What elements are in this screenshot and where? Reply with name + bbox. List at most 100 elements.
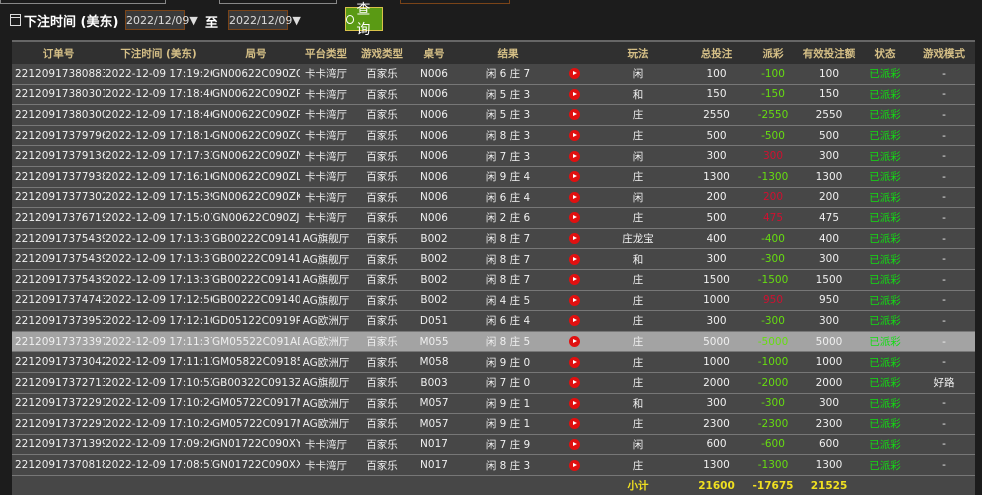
cell-platform: AG欧洲厅 — [300, 393, 352, 415]
subtotal-empty — [12, 475, 105, 495]
cell-payout: -2000 — [745, 372, 801, 394]
table-row[interactable]: 2212091737474322022-12-09 17:12:56GB0022… — [12, 290, 975, 312]
cell-bet-type: 闲 — [588, 145, 688, 167]
play-video-icon[interactable] — [568, 274, 580, 286]
cell-payout: 300 — [745, 145, 801, 167]
table-row[interactable]: 2212091737271312022-12-09 17:10:52GB0032… — [12, 372, 975, 394]
table-row[interactable]: 2212091737543992022-12-09 17:13:37GB0022… — [12, 228, 975, 250]
cell-payout: -1000 — [745, 351, 801, 373]
table-row[interactable]: 2212091737543962022-12-09 17:13:37GB0022… — [12, 269, 975, 291]
cell-result: 闲 8 庄 7 — [456, 248, 560, 270]
cell-round-id: GM05722C0917M — [212, 413, 300, 435]
table-row[interactable]: 2212091737081842022-12-09 17:08:51GN0172… — [12, 454, 975, 476]
play-video-icon[interactable] — [568, 171, 580, 183]
table-row[interactable]: 2212091737139902022-12-09 17:09:26GN0172… — [12, 434, 975, 456]
table-row[interactable]: 2212091738030102022-12-09 17:18:46GN0062… — [12, 84, 975, 106]
search-button[interactable]: 查询 — [345, 2, 383, 38]
cell-game-mode: 好路 — [913, 372, 975, 394]
table-row[interactable]: 2212091737395392022-12-09 17:12:10GD0512… — [12, 310, 975, 332]
cell-replay — [560, 104, 588, 126]
cell-result: 闲 9 庄 4 — [456, 166, 560, 188]
cell-total-bet: 2300 — [688, 413, 745, 435]
cell-order-id: 221209173797964 — [12, 125, 105, 147]
cell-bet-time: 2022-12-09 17:13:37 — [105, 248, 212, 270]
cell-round-id: GM05522C091AD — [212, 331, 300, 353]
play-video-icon[interactable] — [568, 397, 580, 409]
cell-game-mode: - — [913, 413, 975, 435]
cell-status: 已派彩 — [857, 413, 913, 435]
table-row[interactable]: 2212091737229172022-12-09 17:10:24GM0572… — [12, 413, 975, 435]
cell-platform: AG旗舰厅 — [300, 372, 352, 394]
cell-game-mode: - — [913, 187, 975, 209]
end-date-select[interactable]: 2022/12/09▼ — [228, 10, 301, 30]
cell-total-bet: 5000 — [688, 331, 745, 353]
table-row[interactable]: 2212091738088322022-12-09 17:19:26GN0062… — [12, 64, 975, 85]
play-video-icon[interactable] — [568, 459, 580, 471]
table-row[interactable]: 2212091737671972022-12-09 17:15:01GN0062… — [12, 207, 975, 229]
cell-platform: 卡卡湾厅 — [300, 64, 352, 85]
table-row[interactable]: 2212091738030082022-12-09 17:18:46GN0062… — [12, 104, 975, 126]
play-video-icon[interactable] — [568, 150, 580, 162]
cell-round-id: GB00222C09141 — [212, 228, 300, 250]
play-video-icon[interactable] — [568, 130, 580, 142]
cell-payout: -2550 — [745, 104, 801, 126]
play-video-icon[interactable] — [568, 336, 580, 348]
play-video-icon[interactable] — [568, 233, 580, 245]
play-video-icon[interactable] — [568, 356, 580, 368]
table-row[interactable]: 2212091737793832022-12-09 17:16:16GN0062… — [12, 166, 975, 188]
col-result: 结果 — [456, 40, 560, 64]
cell-order-id: 221209173713990 — [12, 434, 105, 456]
play-video-icon[interactable] — [568, 191, 580, 203]
play-video-icon[interactable] — [568, 438, 580, 450]
cell-table-no: B002 — [412, 228, 456, 250]
cell-platform: 卡卡湾厅 — [300, 454, 352, 476]
cell-bet-type: 庄 — [588, 290, 688, 312]
cell-payout: -300 — [745, 393, 801, 415]
table-row[interactable]: 2212091737339762022-12-09 17:11:37GM0552… — [12, 331, 975, 353]
cell-table-no: N006 — [412, 64, 456, 85]
play-video-icon[interactable] — [568, 315, 580, 327]
play-video-icon[interactable] — [568, 68, 580, 80]
cell-platform: AG欧洲厅 — [300, 413, 352, 435]
cell-result: 闲 4 庄 5 — [456, 290, 560, 312]
search-label: 查询 — [356, 2, 371, 38]
table-row[interactable]: 2212091737304272022-12-09 17:11:13GM0582… — [12, 351, 975, 373]
cell-bet-type: 和 — [588, 393, 688, 415]
cell-valid-bet: 1300 — [801, 166, 857, 188]
top-input-3[interactable] — [400, 0, 510, 4]
cell-result: 闲 8 庄 7 — [456, 228, 560, 250]
table-row[interactable]: 2212091737913602022-12-09 17:17:33GN0062… — [12, 145, 975, 167]
cell-valid-bet: 600 — [801, 434, 857, 456]
play-video-icon[interactable] — [568, 253, 580, 265]
col-total-bet: 总投注 — [688, 40, 745, 64]
cell-table-no: N006 — [412, 166, 456, 188]
cell-replay — [560, 372, 588, 394]
cell-replay — [560, 331, 588, 353]
play-video-icon[interactable] — [568, 109, 580, 121]
cell-platform: 卡卡湾厅 — [300, 187, 352, 209]
play-video-icon[interactable] — [568, 212, 580, 224]
cell-bet-time: 2022-12-09 17:18:46 — [105, 104, 212, 126]
start-date-select[interactable]: 2022/12/09▼ — [125, 10, 198, 30]
bet-time-label: 下注时间 (美东) — [24, 14, 119, 30]
subtotal-empty — [456, 475, 560, 495]
cell-round-id: GB00222C09140 — [212, 290, 300, 312]
play-video-icon[interactable] — [568, 88, 580, 100]
cell-game-mode: - — [913, 84, 975, 106]
col-table-no: 桌号 — [412, 40, 456, 64]
cell-total-bet: 1300 — [688, 454, 745, 476]
top-input-1[interactable] — [0, 0, 166, 4]
cell-round-id: GD05122C0919R — [212, 310, 300, 332]
cell-game-type: 百家乐 — [352, 228, 412, 250]
table-row[interactable]: 2212091737543972022-12-09 17:13:37GB0022… — [12, 248, 975, 270]
play-video-icon[interactable] — [568, 377, 580, 389]
top-input-2[interactable] — [219, 0, 337, 4]
play-video-icon[interactable] — [568, 418, 580, 430]
table-row[interactable]: 2212091737229182022-12-09 17:10:24GM0572… — [12, 393, 975, 415]
cell-replay — [560, 454, 588, 476]
cell-order-id: 221209173803010 — [12, 84, 105, 106]
table-row[interactable]: 2212091737979642022-12-09 17:18:14GN0062… — [12, 125, 975, 147]
table-row[interactable]: 2212091737730262022-12-09 17:15:39GN0062… — [12, 187, 975, 209]
cell-status: 已派彩 — [857, 166, 913, 188]
play-video-icon[interactable] — [568, 294, 580, 306]
